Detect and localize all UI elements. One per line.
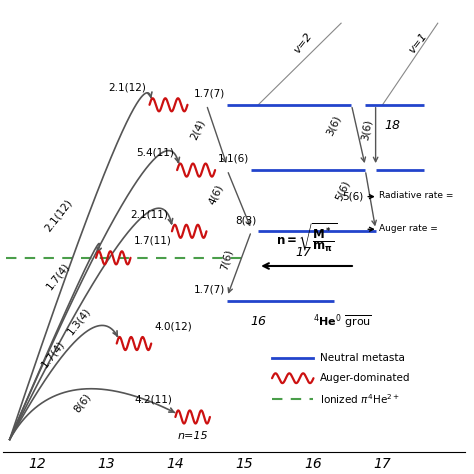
Text: 18: 18 [385, 119, 401, 132]
Text: 2.1(11): 2.1(11) [131, 209, 168, 219]
Text: 7(6): 7(6) [219, 248, 234, 272]
Text: 1.1(6): 1.1(6) [218, 154, 249, 164]
Text: 1.7(11): 1.7(11) [134, 236, 172, 246]
Text: 1.7(7): 1.7(7) [194, 89, 225, 99]
Text: 3(6): 3(6) [360, 118, 374, 141]
Text: v=1: v=1 [407, 31, 429, 56]
Text: 2(4): 2(4) [189, 118, 207, 141]
Text: 2.1(12): 2.1(12) [108, 82, 146, 92]
Text: 3(6): 3(6) [324, 113, 343, 137]
Text: $^4$He$^0$ $\overline{\mathrm{grou}}$: $^4$He$^0$ $\overline{\mathrm{grou}}$ [313, 313, 373, 331]
Text: 8(6): 8(6) [72, 391, 92, 414]
Text: Ionized $\pi^4$He$^{2+}$: Ionized $\pi^4$He$^{2+}$ [320, 392, 400, 406]
Text: 4.2(11): 4.2(11) [134, 395, 172, 405]
Text: 5(6): 5(6) [333, 179, 351, 202]
Text: 16: 16 [250, 315, 266, 328]
Text: Neutral metasta: Neutral metasta [320, 353, 405, 363]
Text: Auger rate =: Auger rate = [379, 224, 438, 233]
Text: 5(6): 5(6) [342, 191, 363, 201]
Text: Auger-dominated: Auger-dominated [320, 373, 411, 383]
Text: 1.3(4): 1.3(4) [65, 306, 92, 337]
Text: 2.1(12): 2.1(12) [42, 197, 73, 233]
Text: n=15: n=15 [177, 431, 208, 441]
Text: 1.7(4): 1.7(4) [45, 261, 72, 292]
Text: Radiative rate =: Radiative rate = [379, 191, 454, 200]
Text: 17: 17 [295, 246, 311, 259]
Text: 8(3): 8(3) [235, 215, 256, 225]
Text: v=2: v=2 [292, 31, 314, 56]
Text: 4.0(12): 4.0(12) [155, 321, 192, 331]
Text: 1.7(4): 1.7(4) [39, 338, 66, 369]
Text: 5.4(11): 5.4(11) [136, 148, 173, 158]
Text: 1.7(7): 1.7(7) [194, 284, 225, 294]
Text: $\mathbf{n=\sqrt{\dfrac{M^*}{m_\pi}}}$: $\mathbf{n=\sqrt{\dfrac{M^*}{m_\pi}}}$ [276, 221, 337, 254]
Text: 4(6): 4(6) [207, 183, 225, 206]
